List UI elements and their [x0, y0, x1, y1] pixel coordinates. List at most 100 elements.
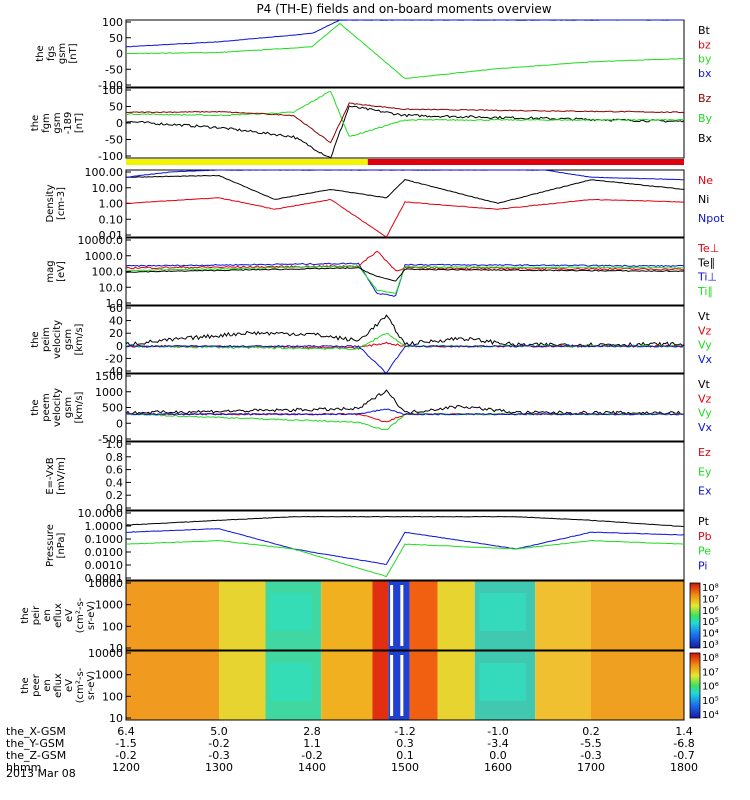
efield-ytick-label: 0.4 — [106, 476, 124, 489]
peem-ytick-label: 0 — [116, 417, 123, 430]
fgm-series-Bz — [125, 102, 685, 144]
peer-spectrogram-band — [591, 651, 684, 720]
fgm-frame — [125, 87, 685, 159]
temperature-legend-1: Te∥ — [697, 256, 715, 269]
xaxis-value: -0.7 — [673, 749, 694, 762]
peir-ylabel-line: sr-eV) — [86, 601, 97, 630]
fgs-ylabel-line: gsm — [57, 43, 68, 64]
fgs-frame — [125, 19, 685, 88]
peir-colorbar-tick: 10⁴ — [702, 629, 719, 640]
peim-ytick-label: -40 — [105, 365, 123, 378]
peim-ylabel-line: [km/s] — [74, 323, 85, 355]
peem-ytick-label: 1500 — [95, 370, 123, 383]
peir-colorbar-tick: 10³ — [702, 640, 719, 651]
density-series-Npot — [125, 169, 685, 181]
fgs-ytick-label: -100 — [98, 79, 123, 92]
temperature-legend-0: Te⊥ — [697, 242, 719, 255]
peir-ylabel-line: peir — [31, 605, 42, 625]
fgm-ytick-label: -50 — [105, 134, 123, 147]
fgs-legend-2: by — [698, 53, 712, 66]
xaxis-value: -1.5 — [115, 737, 136, 750]
fgm-ylabel-line: [nT] — [74, 113, 85, 133]
efield-ytick-label: 0.2 — [106, 489, 124, 502]
peir-spectrogram-band — [535, 581, 591, 650]
peer-ytick-label: 100 — [102, 690, 123, 703]
pressure-legend-3: Pi — [698, 559, 707, 572]
fgs-series-bx — [125, 19, 684, 48]
peer-colorbar-tick: 10⁷ — [702, 667, 719, 678]
peir-spectrogram-band — [126, 581, 219, 650]
xaxis-value: -0.3 — [208, 749, 229, 762]
efield-legend-0: Ez — [698, 446, 711, 459]
fgs-ylabel-line: the — [35, 45, 46, 61]
peer-ylabel-line: sr-eV) — [86, 671, 97, 700]
peer-spectrogram-band — [535, 651, 591, 720]
fgm-series-Bx — [125, 105, 685, 159]
xaxis-value: -3.4 — [487, 737, 508, 750]
density-ytick-label: 1.00 — [99, 198, 124, 211]
peir-ylabel-line: eflux — [53, 603, 64, 628]
density-legend-2: Npot — [698, 212, 725, 225]
peer-spectrogram-band — [409, 651, 438, 720]
xaxis-value: -5.5 — [580, 737, 601, 750]
peem-ytick-label: 1000 — [95, 386, 123, 399]
peim-ytick-label: 20 — [109, 327, 123, 340]
peir-spectrogram-band — [372, 581, 389, 650]
pressure-ylabel-line: [nPa] — [56, 532, 67, 558]
pressure-series-Pi — [126, 528, 685, 565]
xaxis-value: -0.2 — [115, 749, 136, 762]
peer-colorbar-tick: 10⁴ — [702, 710, 719, 721]
temperature-series-Ti — [125, 262, 685, 297]
peim-ytick-label: -20 — [105, 352, 123, 365]
fgs-ylabel-line: [nT] — [68, 43, 79, 63]
density-ytick-label: 0.01 — [99, 229, 124, 242]
fgs-series-by — [125, 22, 685, 79]
chart-title: P4 (TH-E) fields and on-board moments ov… — [256, 2, 551, 16]
panel-temperature: 10000.0 1000.0 100.0 10.0 1.0 mag [eV] Te⊥Te∥ Ti… — [45, 234, 719, 310]
pressure-legend-2: Pe — [698, 545, 711, 558]
xaxis-value: -1.0 — [487, 725, 508, 738]
pressure-frame — [125, 510, 685, 581]
peer-spectrogram-cell — [270, 663, 312, 701]
peir-colorbar-tick: 10⁶ — [702, 606, 719, 617]
temperature-ylabel-line: [eV] — [56, 261, 67, 282]
fgm-ytick-label: 100 — [102, 84, 123, 97]
peir-frame — [125, 580, 685, 651]
fgm-ytick-label: -100 — [98, 150, 123, 163]
panel-peem: 1500 1000 500 0 -500 the peem velocity gsm [km/s]… — [30, 370, 713, 446]
temperature-series-Tk — [125, 267, 685, 282]
xaxis-value: -0.2 — [301, 749, 322, 762]
efield-ytick-label: 0.0 — [106, 502, 124, 515]
temperature-ytick-label: 100.0 — [92, 266, 124, 279]
peir-ylabel-line: en — [42, 609, 53, 622]
peir-spectrogram-band — [409, 581, 438, 650]
peim-legend-2: Vy — [698, 339, 712, 352]
efield-ylabel-line: [mV/m] — [56, 457, 67, 495]
xaxis-value: -0.3 — [580, 749, 601, 762]
efield-ytick-label: 0.6 — [106, 464, 124, 477]
peim-ylabel-line: gsm — [63, 329, 74, 350]
peer-spectrogram-band — [372, 651, 389, 720]
pressure-legend-1: Pb — [698, 530, 712, 543]
peer-colorbar-tick: 10⁶ — [702, 682, 719, 693]
temperature-legend-3: Ti∥ — [697, 285, 713, 298]
xaxis-value: -1.2 — [394, 725, 415, 738]
temperature-ytick-label: 10000.0 — [78, 234, 124, 247]
peim-ylabel-line: peim — [41, 327, 52, 352]
mode-bar-red — [367, 159, 684, 165]
fgs-ytick-label: 0 — [116, 48, 123, 61]
peir-colorbar-tick: 10⁵ — [702, 617, 719, 628]
peem-ylabel-line: peem — [41, 393, 52, 421]
xaxis-value: 0.1 — [396, 749, 414, 762]
peir-ytick-label: 100 — [102, 620, 123, 633]
peem-ylabel-line: the — [30, 399, 41, 415]
xaxis-value: 1800 — [670, 761, 698, 774]
fgs-legend-0: Bt — [698, 24, 711, 37]
fgm-ytick-label: 0 — [116, 117, 123, 130]
peir-ylabel-line: (cm²-s- — [75, 597, 86, 633]
fgm-series-By — [126, 90, 684, 137]
xaxis-value: 1.4 — [675, 725, 693, 738]
xaxis-value: 0.0 — [489, 749, 507, 762]
